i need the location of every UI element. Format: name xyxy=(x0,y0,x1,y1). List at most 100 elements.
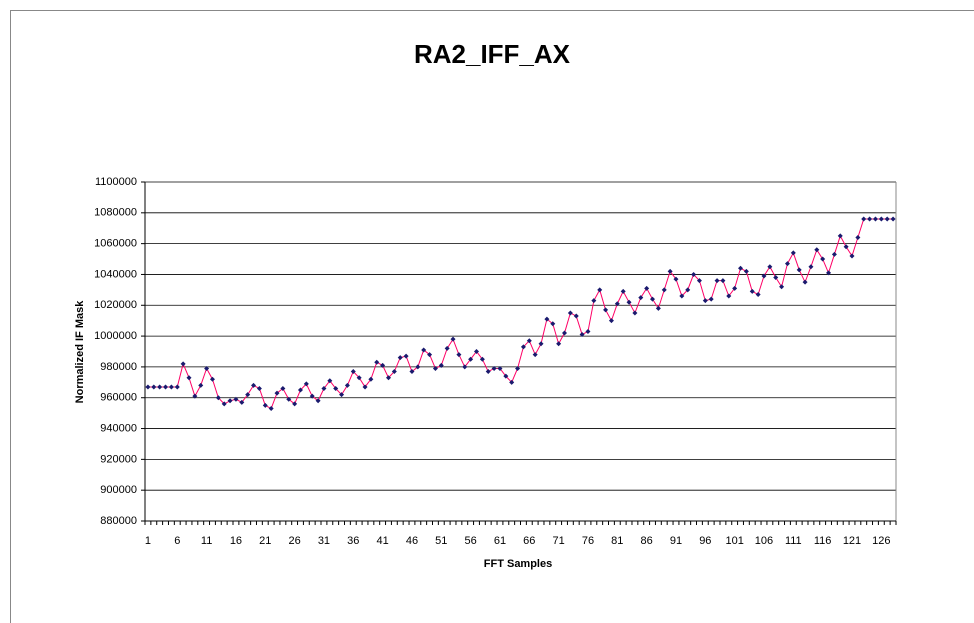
marker xyxy=(597,287,603,293)
marker xyxy=(855,234,861,240)
x-tick-label: 46 xyxy=(406,535,418,547)
y-tick-label: 1000000 xyxy=(94,330,137,342)
x-tick-label: 16 xyxy=(230,535,242,547)
marker xyxy=(562,330,568,336)
marker xyxy=(585,328,591,334)
marker xyxy=(479,356,485,362)
marker xyxy=(292,401,298,407)
marker xyxy=(714,278,720,284)
marker xyxy=(878,216,884,222)
marker xyxy=(661,287,667,293)
marker xyxy=(620,288,626,294)
y-tick-label: 1040000 xyxy=(94,268,137,280)
marker xyxy=(450,336,456,342)
marker xyxy=(849,253,855,259)
marker xyxy=(837,233,843,239)
marker xyxy=(444,345,450,351)
marker xyxy=(145,384,151,390)
x-tick-label: 116 xyxy=(814,535,832,547)
marker xyxy=(491,365,497,371)
marker xyxy=(603,307,609,313)
marker xyxy=(726,293,732,299)
x-axis-label: FFT Samples xyxy=(484,558,552,570)
marker xyxy=(209,376,215,382)
y-tick-label: 960000 xyxy=(100,392,137,404)
marker xyxy=(286,396,292,402)
marker xyxy=(415,364,421,370)
y-tick-label: 1060000 xyxy=(94,238,137,250)
marker xyxy=(843,244,849,250)
x-tick-label: 101 xyxy=(725,535,743,547)
marker xyxy=(820,256,826,262)
marker xyxy=(644,285,650,291)
y-tick-label: 900000 xyxy=(100,484,137,496)
chart-title: RA2_IFF_AX xyxy=(414,39,571,69)
marker xyxy=(245,392,251,398)
x-tick-label: 81 xyxy=(611,535,623,547)
marker xyxy=(462,364,468,370)
marker xyxy=(362,384,368,390)
y-tick-label: 980000 xyxy=(100,361,137,373)
marker xyxy=(356,375,362,381)
marker xyxy=(796,267,802,273)
marker xyxy=(515,365,521,371)
x-tick-label: 91 xyxy=(670,535,682,547)
marker xyxy=(368,376,374,382)
marker xyxy=(538,341,544,347)
marker xyxy=(427,352,433,358)
x-tick-label: 86 xyxy=(641,535,653,547)
marker xyxy=(738,265,744,271)
marker xyxy=(239,399,245,405)
marker xyxy=(790,250,796,256)
marker xyxy=(204,365,210,371)
marker xyxy=(573,313,579,319)
marker xyxy=(802,279,808,285)
marker xyxy=(884,216,890,222)
marker xyxy=(432,365,438,371)
marker xyxy=(227,398,233,404)
marker xyxy=(708,296,714,302)
marker xyxy=(650,296,656,302)
marker xyxy=(421,347,427,353)
marker xyxy=(872,216,878,222)
marker xyxy=(673,276,679,282)
marker xyxy=(814,247,820,253)
marker xyxy=(391,369,397,375)
marker xyxy=(456,352,462,358)
marker xyxy=(151,384,157,390)
marker xyxy=(696,278,702,284)
marker xyxy=(309,393,315,399)
y-tick-label: 1020000 xyxy=(94,299,137,311)
marker xyxy=(385,375,391,381)
marker xyxy=(784,261,790,267)
marker xyxy=(468,356,474,362)
marker xyxy=(344,382,350,388)
x-tick-label: 96 xyxy=(699,535,711,547)
marker xyxy=(438,362,444,368)
marker xyxy=(198,382,204,388)
marker xyxy=(327,378,333,384)
x-tick-label: 56 xyxy=(465,535,477,547)
marker xyxy=(186,375,192,381)
marker xyxy=(655,305,661,311)
marker xyxy=(485,369,491,375)
marker xyxy=(626,299,632,305)
x-tick-label: 121 xyxy=(843,535,861,547)
marker xyxy=(297,387,303,393)
marker xyxy=(755,291,761,297)
x-tick-label: 11 xyxy=(201,535,212,547)
marker xyxy=(831,251,837,257)
marker xyxy=(274,390,280,396)
marker xyxy=(779,284,785,290)
marker xyxy=(163,384,169,390)
marker xyxy=(720,278,726,284)
marker xyxy=(773,275,779,281)
x-tick-label: 31 xyxy=(318,535,330,547)
series-line xyxy=(147,218,894,410)
marker xyxy=(503,373,509,379)
marker xyxy=(667,268,673,274)
marker xyxy=(280,385,286,391)
marker xyxy=(861,216,867,222)
marker xyxy=(315,398,321,404)
marker xyxy=(339,392,345,398)
